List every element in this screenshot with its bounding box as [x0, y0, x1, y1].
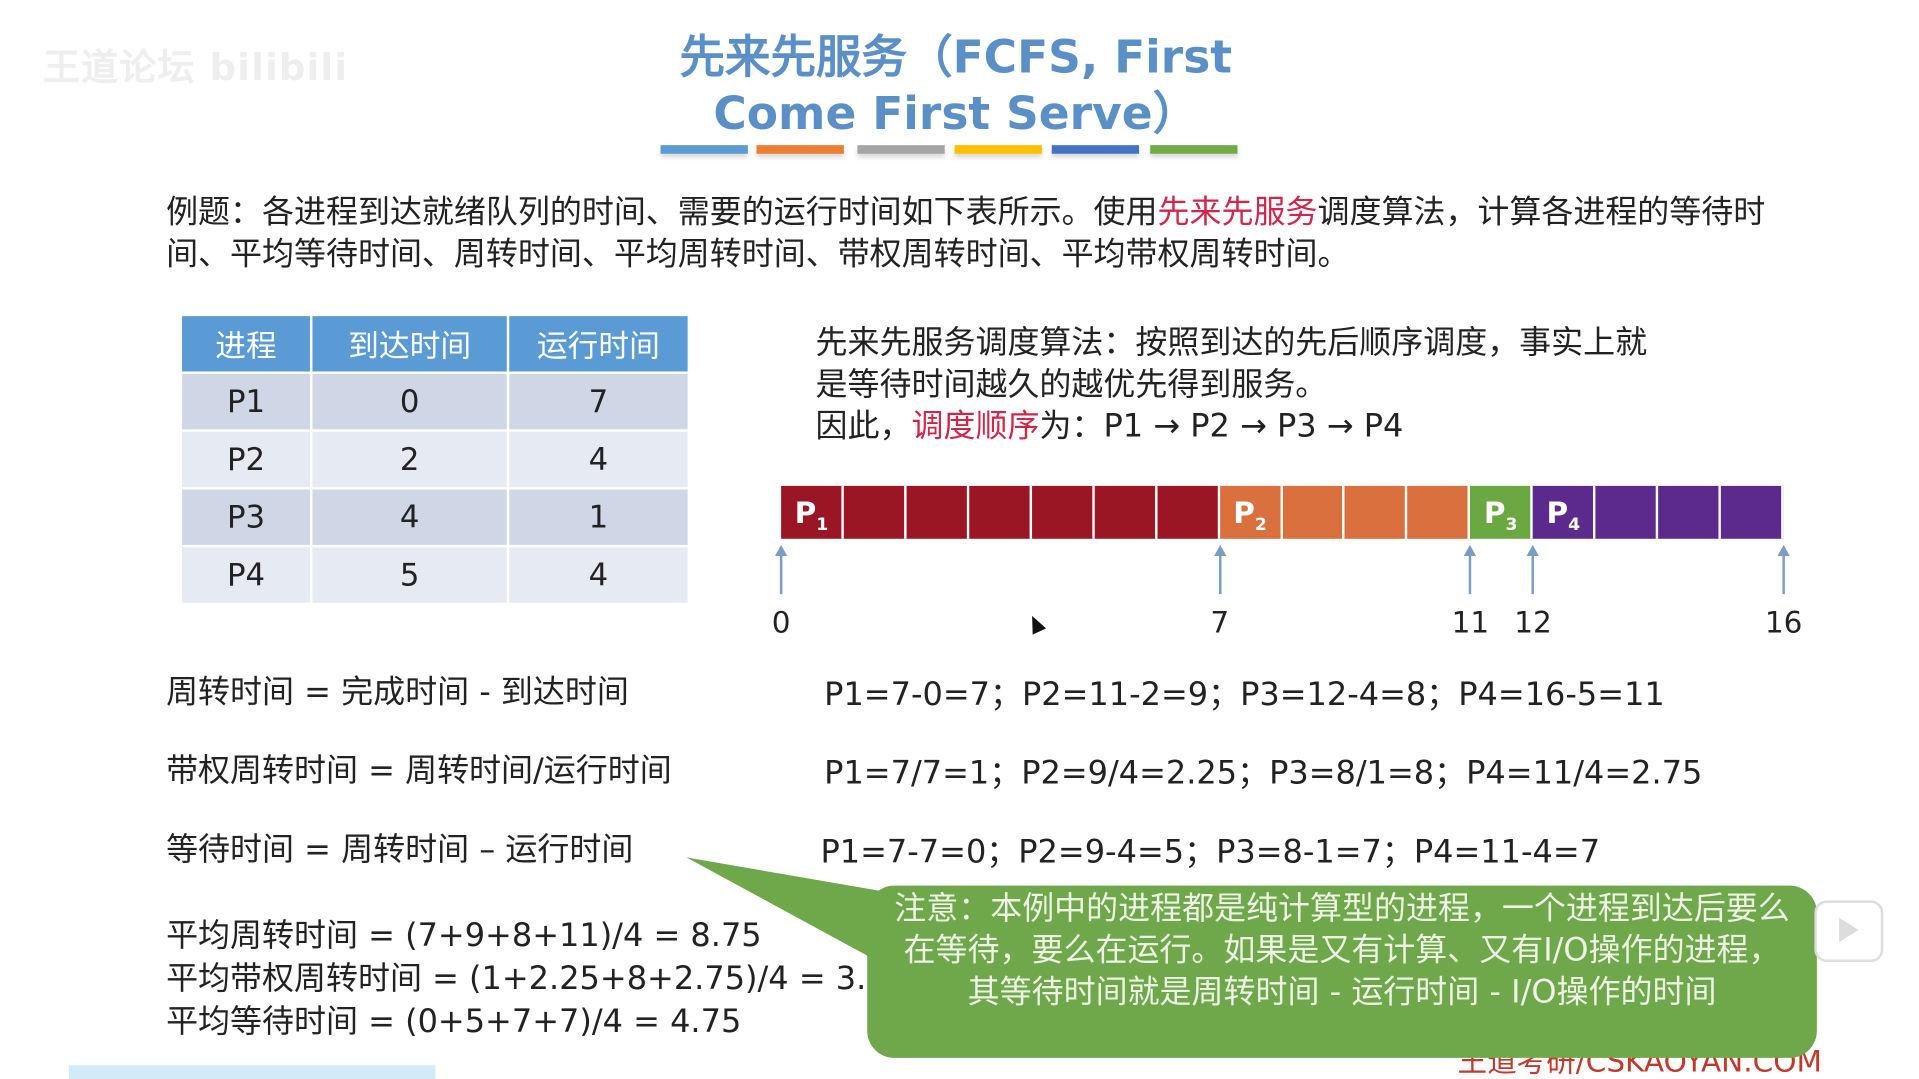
table-header-row: 进程 到达时间 运行时间 [179, 313, 691, 374]
gantt-cell: P1 [781, 485, 844, 539]
time-arrow [1777, 544, 1790, 595]
header-process: 进程 [179, 313, 313, 374]
time-arrow [774, 544, 788, 595]
gantt-cell [1720, 485, 1784, 539]
time-tick-label: 7 [1210, 605, 1230, 640]
problem-text: 例题：各进程到达就绪队列的时间、需要的运行时间如下表所示。使用 [166, 194, 1158, 232]
cell: 5 [309, 544, 510, 606]
problem-text-end: 调度算法，计算各进程的等待时间、平均等待时间、周转时间、平均周转时间、带权周转时… [166, 194, 1766, 274]
cell: 2 [309, 429, 510, 490]
gantt-cell [1595, 485, 1659, 539]
avg-weighted: 平均带权周转时间 = (1+2.25+8+2.75)/4 = 3.5 [166, 960, 887, 998]
cell: P1 [179, 371, 313, 432]
time-arrow [1213, 544, 1226, 595]
cell: P4 [179, 544, 313, 606]
algorithm-explanation: 先来先服务调度算法：按照到达的先后顺序调度，事实上就 是等待时间越久的越优先得到… [816, 322, 1648, 447]
waiting-definition: 等待时间 = 周转时间 – 运行时间 [166, 831, 634, 869]
gantt-cell [1282, 485, 1346, 539]
gantt-cell [1094, 485, 1158, 539]
title-color-bar [1150, 145, 1238, 154]
gantt-cell [1658, 485, 1721, 539]
time-tick-label: 11 [1451, 605, 1490, 640]
cell: P2 [179, 429, 313, 490]
progress-bar[interactable] [68, 1065, 436, 1079]
time-tick-label: 16 [1764, 605, 1803, 640]
process-table: 进程 到达时间 运行时间 P1 0 7 P2 2 4 P3 4 1 P4 5 4 [179, 313, 691, 606]
cell: P3 [179, 487, 313, 548]
cell: 1 [506, 487, 691, 548]
gantt-cell [1407, 485, 1471, 539]
waiting-calc: P1=7-7=0；P2=9-4=5；P3=8-1=7；P4=11-4=7 [820, 834, 1601, 871]
cell: 4 [309, 487, 510, 548]
gantt-cell [1345, 485, 1408, 539]
weighted-definition: 带权周转时间 = 周转时间/运行时间 [166, 752, 672, 790]
cell: 4 [506, 429, 691, 490]
mouse-cursor-icon [1025, 612, 1047, 635]
gantt-cell: P4 [1533, 485, 1596, 539]
order-sequence: 为：P1 → P2 → P3 → P4 [1039, 408, 1404, 446]
note-callout: 注意：本例中的进程都是纯计算型的进程，一个进程到达后要么在等待，要么在运行。如果… [867, 885, 1817, 1058]
avg-turnaround: 平均周转时间 = (7+9+8+11)/4 = 8.75 [166, 917, 762, 955]
avg-waiting: 平均等待时间 = (0+5+7+7)/4 = 4.75 [166, 1003, 742, 1041]
time-arrow [1526, 544, 1540, 595]
title-color-bar [857, 145, 945, 154]
callout-tail [686, 857, 886, 966]
gantt-label: P2 [1233, 495, 1267, 535]
cell: 0 [309, 371, 510, 432]
title-color-bar [1051, 145, 1140, 154]
table-row: P4 5 4 [179, 544, 691, 606]
time-arrow [1464, 544, 1477, 595]
cell: 4 [506, 544, 691, 606]
title-line-1: 先来先服务（FCFS, First [679, 30, 1233, 84]
order-highlight: 调度顺序 [911, 408, 1040, 446]
title-line-2: Come First Serve） [713, 87, 1199, 141]
table-row: P3 4 1 [179, 487, 691, 548]
problem-highlight: 先来先服务 [1157, 194, 1318, 232]
table-row: P2 2 4 [179, 429, 691, 490]
explanation-order: 因此，调度顺序为：P1 → P2 → P3 → P4 [816, 406, 1648, 448]
weighted-calc: P1=7/7=1；P2=9/4=2.25；P3=8/1=8；P4=11/4=2.… [824, 755, 1703, 793]
table-row: P1 0 7 [179, 371, 691, 432]
turnaround-calc: P1=7-0=7；P2=11-2=9；P3=12-4=8；P4=16-5=11 [824, 676, 1665, 714]
time-tick-label: 0 [771, 605, 791, 640]
gantt-cell [843, 485, 907, 539]
gantt-cell: P2 [1219, 485, 1283, 539]
gantt-cell [1031, 485, 1095, 539]
gantt-label: P4 [1546, 495, 1581, 535]
gantt-cell [1157, 485, 1220, 539]
title-color-bar [756, 145, 844, 154]
gantt-label: P1 [794, 495, 829, 535]
order-prefix: 因此， [815, 408, 912, 446]
slide-title: 先来先服务（FCFS, First Come First Serve） [517, 30, 1395, 143]
explanation-line: 先来先服务调度算法：按照到达的先后顺序调度，事实上就 [815, 324, 1648, 362]
header-arrival: 到达时间 [309, 313, 510, 374]
explanation-line: 是等待时间越久的越优先得到服务。 [815, 366, 1328, 404]
header-runtime: 运行时间 [506, 313, 691, 374]
time-tick-label: 12 [1514, 605, 1552, 640]
gantt-cell [906, 485, 970, 539]
gantt-cell [969, 485, 1032, 539]
title-color-bar [660, 145, 748, 154]
title-color-bar [954, 145, 1042, 154]
gantt-label: P3 [1483, 495, 1518, 535]
turnaround-definition: 周转时间 = 完成时间 - 到达时间 [166, 674, 629, 711]
problem-statement: 例题：各进程到达就绪队列的时间、需要的运行时间如下表所示。使用先来先服务调度算法… [166, 192, 1790, 276]
gantt-cell: P3 [1470, 485, 1534, 539]
watermark-logo: 王道论坛 bilibili [43, 46, 349, 90]
cell: 7 [506, 371, 691, 432]
play-icon[interactable] [1814, 900, 1884, 962]
